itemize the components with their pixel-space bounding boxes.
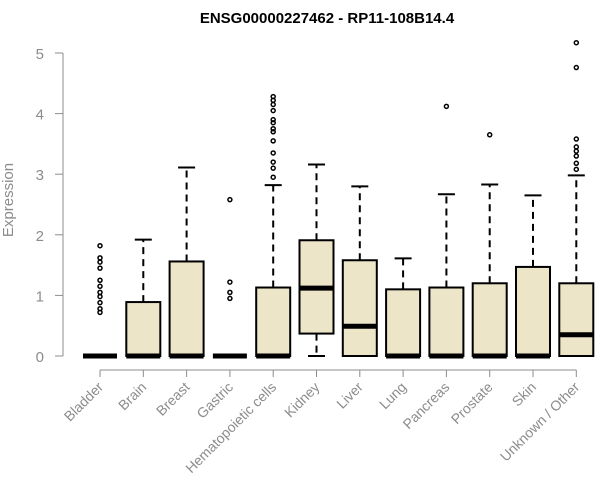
outlier-point [97,289,103,296]
outlier-point [270,116,276,123]
box-group [212,196,247,359]
x-tick-label: Gastric [193,379,236,422]
outlier-point [97,242,103,249]
outlier-point [227,295,233,302]
x-tick-label: Breast [153,379,193,419]
outlier-point [97,305,103,312]
outlier-point [270,119,276,126]
box-group [385,257,422,359]
box-body [428,286,465,357]
outlier-point [227,196,233,203]
outlier-point [270,159,276,165]
box-group [341,185,378,358]
x-tick-label: Liver [333,379,366,412]
outlier-point [227,289,233,296]
outlier-point [97,293,103,300]
box-group [83,242,117,359]
outlier-point [573,166,580,173]
outlier-point [97,265,103,271]
outlier-point [270,93,276,100]
x-tick-label: Prostate [448,379,496,427]
box-body [125,301,162,358]
box-group [471,132,508,359]
x-tick-label: Skin [509,379,540,410]
outlier-point [97,283,103,290]
boxes-layer [83,39,595,359]
outlier-point [97,299,103,306]
outlier-point [270,129,276,135]
outlier-point [573,148,580,154]
outlier-point [573,136,580,142]
outlier-point [227,279,233,285]
box-group [298,163,335,357]
y-tick-label: 4 [36,107,44,124]
box-group [558,39,595,357]
y-axis: 0 1 2 3 4 5 [36,46,64,366]
outlier-point [443,103,450,110]
box-group [515,194,551,359]
outlier-point [573,144,580,150]
x-tick-label: Brain [115,379,149,413]
outlier-point [97,255,103,261]
outlier-point [486,132,493,138]
x-tick-label: Pancreas [399,379,452,432]
outlier-point [270,126,276,132]
outlier-point [573,153,580,159]
outlier-point [270,165,276,171]
box-group [125,238,162,359]
box-body [255,286,292,357]
outlier-point [270,107,276,114]
outlier-point [97,259,103,265]
box-body [341,259,378,358]
outlier-point [270,174,276,180]
box-body [471,282,508,357]
y-tick-label: 5 [36,46,44,63]
outlier-point [270,101,276,108]
y-axis-label: Expression [0,163,17,237]
box-body [385,288,422,357]
y-tick-label: 3 [36,167,44,184]
outlier-point [270,138,276,144]
outlier-point [573,39,580,46]
y-tick-label: 2 [36,228,44,245]
y-tick-label: 0 [36,349,44,366]
outlier-point [270,150,276,156]
x-tick-label: Kidney [281,379,323,421]
outlier-point [573,64,580,71]
box-group [168,166,205,359]
x-tick-label: Unknown / Other [497,379,583,465]
box-body [168,260,205,357]
y-tick-label: 1 [36,288,44,305]
chart-title: ENSG00000227462 - RP11-108B14.4 [200,10,455,27]
x-tick-label: Bladder [61,379,107,425]
outlier-point [573,160,580,167]
outlier-point [97,277,103,283]
box-group [428,103,465,359]
box-group [255,93,292,359]
box-body [515,265,551,357]
x-tick-label: Lung [376,379,409,412]
box-body [558,282,595,357]
